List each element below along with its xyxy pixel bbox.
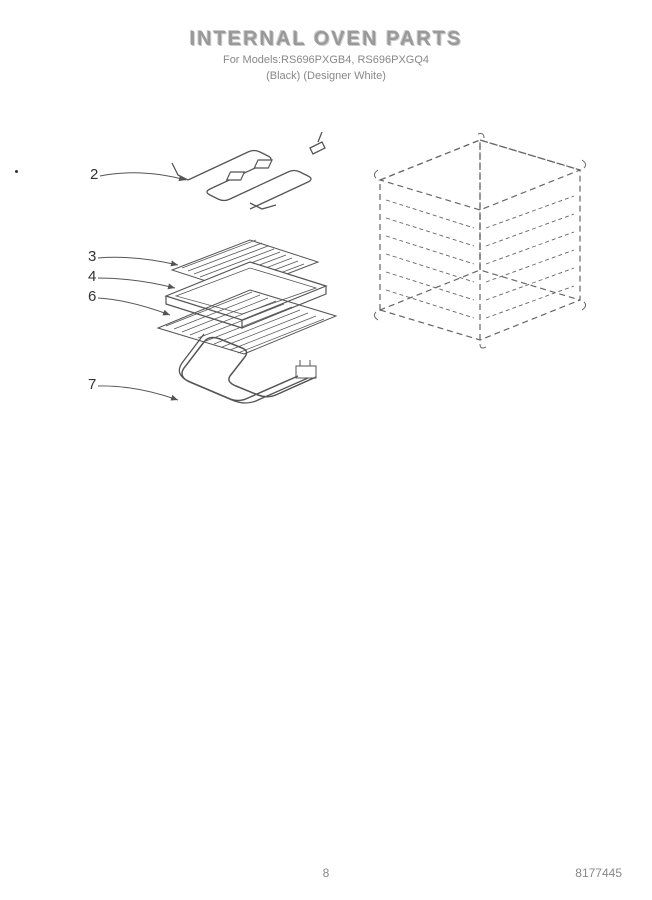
- oven-cavity: [374, 134, 585, 349]
- leader-7: [98, 386, 178, 400]
- page-title: INTERNAL OVEN PARTS: [0, 28, 652, 51]
- page-number: 8: [323, 866, 330, 880]
- callout-2: 2: [90, 166, 98, 183]
- callout-6: 6: [88, 288, 96, 305]
- leader-4: [98, 278, 175, 288]
- parts-diagram: [0, 100, 652, 800]
- callout-7: 7: [88, 376, 96, 393]
- broil-element: [172, 132, 325, 209]
- page-container: INTERNAL OVEN PARTS For Models:RS696PXGB…: [0, 0, 652, 900]
- callout-leaders: [98, 173, 186, 400]
- bake-element: [179, 334, 316, 403]
- leader-3: [98, 257, 178, 265]
- document-number: 8177445: [575, 866, 622, 880]
- models-subtitle: For Models:RS696PXGB4, RS696PXGQ4: [0, 54, 652, 66]
- callout-4: 4: [88, 268, 96, 285]
- leader-2: [100, 173, 186, 180]
- callout-3: 3: [88, 248, 96, 265]
- colors-subtitle: (Black) (Designer White): [0, 70, 652, 82]
- leader-6: [98, 298, 170, 315]
